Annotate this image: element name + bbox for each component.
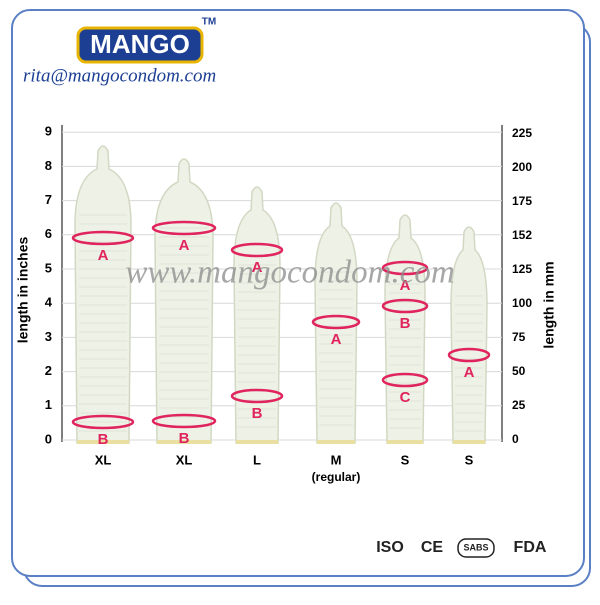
marker-ring (311, 314, 361, 330)
cert-logo: CE (421, 539, 444, 556)
marker-letter: A (252, 259, 263, 276)
left-tick-label: 0 (45, 431, 52, 446)
item-label: S (401, 452, 410, 467)
item-shape (154, 158, 214, 444)
left-tick-label: 5 (45, 260, 52, 275)
right-tick-label: 100 (512, 296, 532, 310)
marker-ring (381, 372, 429, 388)
marker-letter: A (98, 247, 109, 264)
watermark: www.mangocondom.com (125, 255, 454, 291)
cert-frame (457, 538, 495, 558)
right-tick-label: 75 (512, 330, 526, 344)
marker-ring (71, 414, 135, 430)
item-label: L (253, 452, 261, 467)
left-tick-label: 4 (45, 295, 53, 310)
item-shape (314, 202, 358, 444)
cert-logo: ISO (376, 539, 404, 556)
left-tick-label: 8 (45, 158, 52, 173)
cert-logo: FDA (514, 539, 547, 556)
left-tick-label: 6 (45, 226, 52, 241)
cert-logo: SABS (463, 542, 488, 552)
right-tick-label: 0 (512, 432, 519, 446)
left-tick-label: 7 (45, 192, 52, 207)
marker-letter: B (400, 315, 411, 332)
marker-letter: B (98, 431, 109, 448)
email: rita@mangocondom.com (23, 65, 216, 86)
marker-letter: A (464, 364, 475, 381)
item-base (317, 440, 355, 444)
item-base (77, 440, 129, 444)
right-tick-label: 225 (512, 126, 532, 140)
item-label: XL (176, 452, 193, 467)
marker-letter: A (400, 277, 411, 294)
marker-ring (230, 388, 284, 404)
marker-ring (151, 413, 217, 429)
item-base (157, 440, 211, 444)
right-tick-label: 50 (512, 364, 526, 378)
left-tick-label: 2 (45, 363, 52, 378)
right-tick-label: 125 (512, 262, 532, 276)
card (11, 9, 585, 577)
item-shape (233, 186, 281, 444)
marker-ring (71, 230, 135, 246)
marker-ring (230, 242, 284, 258)
marker-ring (381, 298, 429, 314)
marker-ring (151, 220, 217, 236)
left-axis-title: length in inches (15, 237, 31, 344)
item-label: S (465, 452, 474, 467)
item-label: XL (95, 452, 112, 467)
item-base (236, 440, 278, 444)
item-base (453, 440, 485, 444)
item-base (387, 440, 423, 444)
marker-letter: B (179, 430, 190, 447)
right-tick-label: 175 (512, 194, 532, 208)
item-shape (450, 226, 488, 444)
item-label: M (331, 452, 342, 467)
marker-ring (381, 260, 429, 276)
left-tick-label: 9 (45, 124, 52, 139)
item-shape (74, 145, 132, 444)
left-tick-label: 1 (45, 397, 52, 412)
logo-box (76, 26, 204, 64)
marker-letter: C (400, 389, 411, 406)
right-tick-label: 152 (512, 228, 532, 242)
marker-letter: A (179, 237, 190, 254)
item-note: (regular) (312, 470, 361, 484)
right-tick-label: 200 (512, 160, 532, 174)
trademark: TM (202, 17, 216, 28)
left-tick-label: 3 (45, 329, 52, 344)
marker-letter: B (252, 405, 263, 422)
marker-ring (447, 347, 491, 363)
logo: MANGO (90, 29, 190, 59)
right-axis-title: length in mm (541, 261, 557, 348)
marker-letter: A (331, 331, 342, 348)
right-tick-label: 25 (512, 398, 526, 412)
